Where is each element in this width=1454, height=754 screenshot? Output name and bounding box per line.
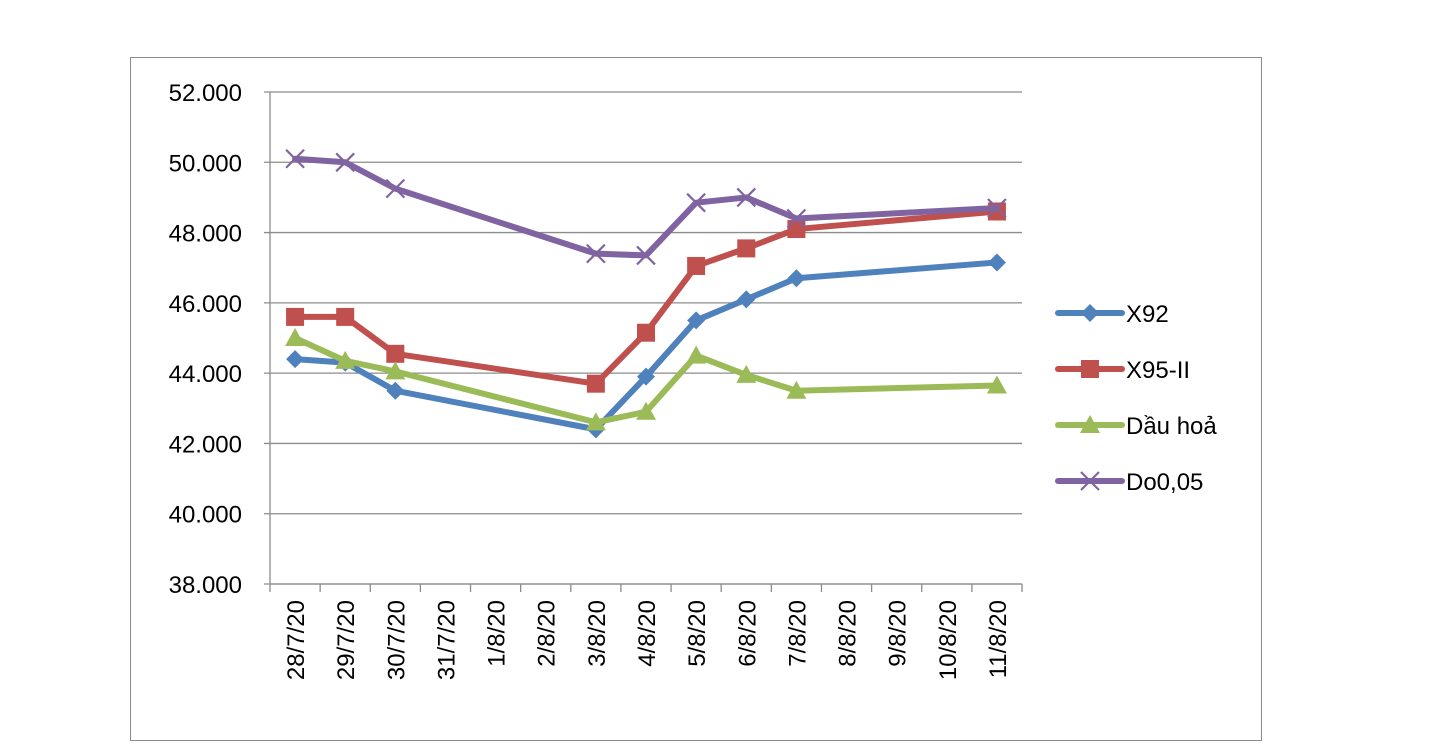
data-point — [737, 290, 756, 309]
x-tick-label: 3/8/20 — [584, 600, 611, 667]
data-point — [636, 245, 656, 266]
x-tick-label: 30/7/20 — [383, 600, 410, 680]
data-point — [987, 198, 1007, 218]
data-point — [786, 208, 807, 229]
series-line — [292, 155, 1000, 259]
data-point — [585, 412, 606, 431]
x-tick-label: 28/7/20 — [283, 600, 310, 680]
data-point — [285, 328, 306, 346]
x-tick-label: 4/8/20 — [634, 600, 661, 667]
data-point — [637, 323, 655, 342]
data-point — [386, 381, 405, 400]
y-tick-label: 42.000 — [169, 431, 242, 458]
legend-label: Dầu hoả — [1126, 413, 1217, 440]
legend-label: X95-II — [1126, 357, 1190, 384]
x-tick-label: 10/8/20 — [935, 600, 962, 680]
data-point — [737, 239, 756, 258]
data-point — [736, 187, 757, 208]
data-point — [386, 344, 405, 363]
data-point — [787, 220, 806, 239]
data-point — [335, 350, 356, 369]
x-tick-label: 8/8/20 — [835, 600, 862, 667]
data-point — [687, 256, 706, 275]
data-point — [686, 345, 707, 364]
data-point — [1081, 360, 1099, 378]
x-tick-label: 5/8/20 — [684, 600, 711, 667]
y-tick-label: 52.000 — [169, 80, 242, 107]
data-point — [736, 364, 757, 383]
x-tick-label: 1/8/20 — [484, 600, 511, 667]
y-tick-label: 38.000 — [169, 572, 242, 599]
data-point — [336, 307, 355, 326]
data-point — [285, 148, 305, 169]
data-point — [1081, 304, 1099, 322]
y-tick-label: 44.000 — [169, 361, 242, 388]
data-point — [986, 375, 1007, 394]
data-point — [1080, 415, 1100, 433]
data-point — [987, 253, 1006, 272]
chart-frame — [130, 57, 1262, 741]
x-tick-label: 29/7/20 — [333, 600, 360, 680]
data-point — [586, 243, 606, 264]
data-point — [586, 374, 605, 393]
data-point — [686, 192, 706, 213]
y-tick-label: 50.000 — [169, 150, 242, 177]
x-tick-label: 31/7/20 — [433, 600, 460, 680]
x-tick-label: 11/8/20 — [985, 600, 1012, 678]
x-tick-label: 7/8/20 — [784, 600, 811, 667]
data-point — [286, 307, 305, 326]
y-tick-label: 48.000 — [169, 221, 242, 248]
data-point — [1080, 471, 1100, 491]
x-tick-label: 6/8/20 — [734, 600, 761, 667]
legend-label: Do0,05 — [1126, 469, 1203, 496]
data-point — [787, 269, 806, 288]
y-tick-label: 46.000 — [169, 291, 242, 318]
data-point — [786, 380, 807, 399]
x-tick-label: 2/8/20 — [534, 600, 561, 667]
x-tick-label: 9/8/20 — [885, 600, 912, 667]
data-point — [385, 178, 406, 199]
data-point — [335, 152, 355, 173]
data-point — [636, 401, 656, 420]
legend-label: X92 — [1126, 301, 1169, 328]
data-point — [385, 361, 406, 380]
data-point — [286, 350, 305, 369]
data-point — [637, 367, 655, 386]
y-tick-label: 40.000 — [169, 502, 242, 529]
data-point — [687, 311, 706, 330]
